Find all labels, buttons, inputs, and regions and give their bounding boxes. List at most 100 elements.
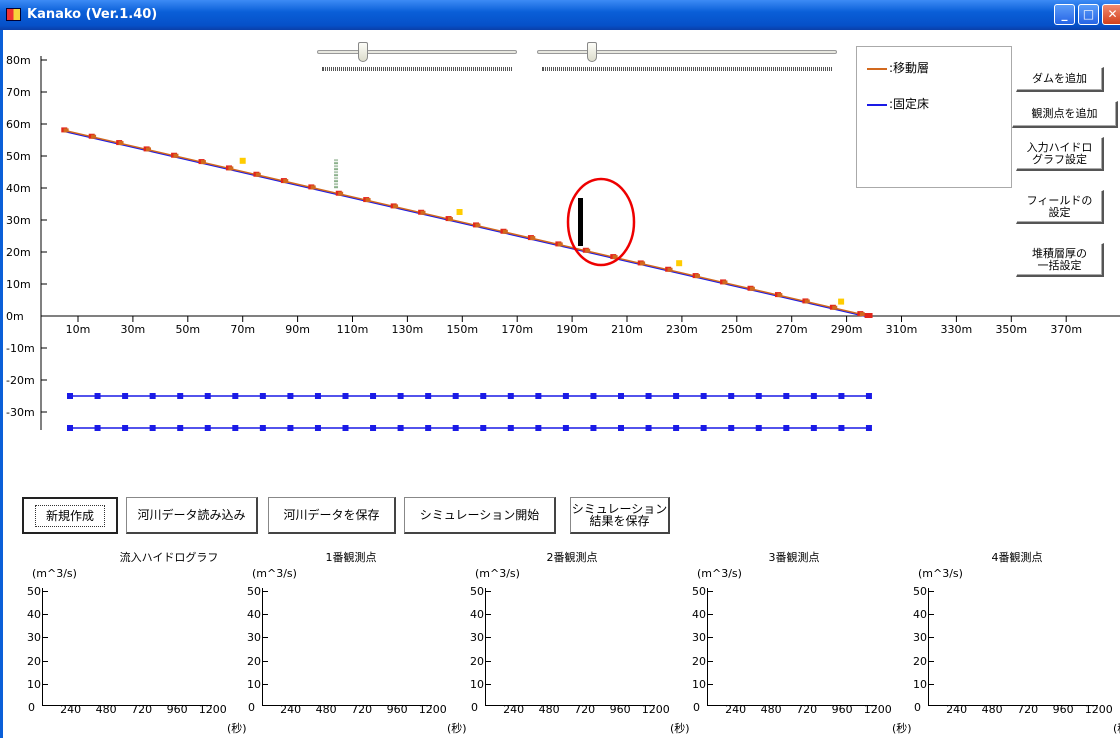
- x-tick-label: 720: [796, 703, 818, 716]
- x-tick-label: 480: [981, 703, 1003, 716]
- chart-title-obs4: 4番観測点: [991, 551, 1043, 564]
- x-tick-label: 240: [725, 703, 747, 716]
- profile-point-secondary: [420, 210, 426, 215]
- x-axis-line: [485, 705, 655, 706]
- add-observation-point-button[interactable]: 観測点を追加: [1012, 101, 1118, 128]
- chart-title-obs3: 3番観測点: [768, 551, 820, 564]
- y-axis-line: [485, 588, 486, 706]
- y-tick: [485, 660, 491, 662]
- y-tick: [485, 614, 491, 616]
- y-tick-label: 20: [27, 654, 41, 668]
- slider-right-track[interactable]: [537, 50, 837, 54]
- plan-point: [838, 393, 845, 399]
- profile-point-end: [864, 313, 873, 318]
- observation-marker: [838, 298, 845, 305]
- app-icon: [6, 8, 21, 21]
- plan-point: [452, 425, 459, 431]
- y-tick: [42, 614, 48, 616]
- close-button[interactable]: ✕: [1102, 4, 1120, 25]
- plan-point: [122, 425, 129, 431]
- x-unit-label: (秒): [670, 722, 690, 735]
- y-tick-label: 20m: [6, 246, 31, 259]
- maximize-button[interactable]: □: [1078, 4, 1099, 25]
- plan-point: [232, 425, 239, 431]
- profile-point-secondary: [832, 305, 838, 310]
- y-tick-label: 10: [470, 677, 484, 691]
- plan-point: [480, 425, 487, 431]
- y-tick-label: 50: [913, 585, 927, 598]
- slider-left-track[interactable]: [317, 50, 517, 54]
- field-settings-button[interactable]: フィールドの 設定: [1016, 190, 1104, 224]
- profile-point-secondary: [612, 255, 618, 260]
- y-unit-label: (m^3/s): [32, 567, 77, 580]
- profile-point-secondary: [694, 274, 700, 279]
- x-tick-label: 70m: [230, 323, 255, 336]
- y-tick-label: 40: [470, 608, 484, 622]
- slider-left-thumb[interactable]: [358, 42, 368, 62]
- title-bar[interactable]: Kanako (Ver.1.40) _ □ ✕: [0, 0, 1120, 30]
- y-tick-label: 80m: [6, 54, 31, 67]
- x-tick-label: 1200: [198, 703, 227, 716]
- x-tick-label: 1200: [1084, 703, 1113, 716]
- plan-point: [314, 393, 321, 399]
- new-project-label: 新規作成: [34, 504, 105, 527]
- sediment-thickness-settings-button[interactable]: 堆積層厚の 一括設定: [1016, 243, 1104, 277]
- plan-point: [259, 393, 266, 399]
- y-tick-label: 10: [27, 677, 41, 691]
- save-simulation-results-button[interactable]: シミュレーション 結果を保存: [570, 497, 670, 534]
- plan-point: [618, 425, 624, 431]
- input-hydrograph-settings-button[interactable]: 入力ハイドロ グラフ設定: [1016, 137, 1104, 171]
- plan-point: [204, 393, 211, 399]
- profile-point-secondary: [338, 191, 344, 196]
- plan-point: [810, 425, 817, 431]
- add-dam-button[interactable]: ダムを追加: [1016, 67, 1104, 92]
- profile-point-secondary: [173, 153, 179, 158]
- y-tick: [42, 637, 48, 639]
- slider-right-thumb[interactable]: [587, 42, 597, 62]
- save-river-data-button[interactable]: 河川データを保存: [268, 497, 396, 534]
- x-tick-label: 480: [95, 703, 117, 716]
- x-tick-label: 250m: [721, 323, 753, 336]
- y-tick-label: 0: [914, 701, 921, 714]
- observation-marker: [676, 260, 683, 267]
- x-tick-label: 720: [351, 703, 373, 716]
- plan-point: [783, 393, 790, 399]
- y-tick: [262, 683, 268, 685]
- profile-point-secondary: [585, 248, 591, 253]
- y-tick-label: 30: [913, 631, 927, 645]
- legend: :移動層 :固定床: [856, 46, 1012, 188]
- y-tick: [928, 660, 934, 662]
- y-tick-label: 50: [470, 585, 484, 598]
- new-project-button[interactable]: 新規作成: [22, 497, 118, 534]
- plan-point: [535, 425, 542, 431]
- y-tick-label: 10: [913, 677, 927, 691]
- plan-point: [673, 393, 680, 399]
- y-unit-label: (m^3/s): [918, 567, 963, 580]
- x-unit-label: (秒): [892, 722, 912, 735]
- y-tick-label: 40m: [6, 182, 31, 195]
- legend-line-icon: [867, 103, 887, 106]
- plan-point: [700, 393, 707, 399]
- y-tick: [42, 683, 48, 685]
- profile-point-secondary: [283, 179, 289, 184]
- y-tick-label: 30m: [6, 214, 31, 227]
- y-tick: [262, 614, 268, 616]
- plan-point: [94, 393, 101, 399]
- plan-point: [618, 393, 624, 399]
- plan-point: [342, 393, 349, 399]
- x-tick-label: 1200: [641, 703, 670, 716]
- minimize-button[interactable]: _: [1054, 4, 1075, 25]
- x-tick-label: 240: [503, 703, 525, 716]
- x-tick-label: 90m: [285, 323, 310, 336]
- y-tick-label: 0: [248, 701, 255, 714]
- y-tick-label: 30: [247, 631, 261, 645]
- load-river-data-button[interactable]: 河川データ読み込み: [126, 497, 258, 534]
- plan-point: [865, 393, 872, 399]
- x-tick-label: 350m: [995, 323, 1027, 336]
- profile-point-secondary: [393, 204, 399, 209]
- plan-point: [67, 425, 73, 431]
- plan-point: [425, 425, 432, 431]
- selected-dam-bar: [578, 198, 583, 246]
- start-simulation-button[interactable]: シミュレーション開始: [404, 497, 556, 534]
- y-tick: [928, 683, 934, 685]
